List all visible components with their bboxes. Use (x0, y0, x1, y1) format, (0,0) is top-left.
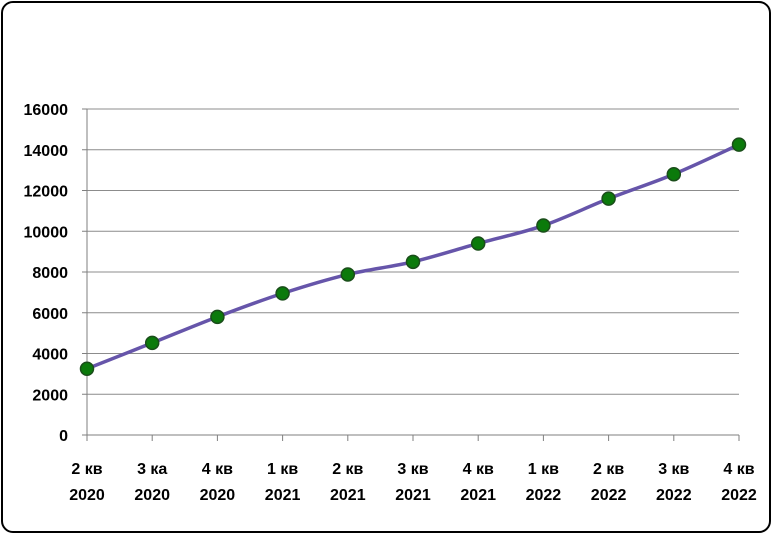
x-tick-label: 1 кв 2021 (265, 461, 301, 504)
x-axis: 2 кв 2020 3 ка 2020 4 кв 2020 1 кв 2021 2 кв 2021… (69, 435, 757, 504)
y-tick-label: 4000 (32, 347, 68, 364)
x-tick-label: 4 кв 2021 (460, 461, 496, 504)
x-tick-label: 3 ка 2020 (134, 461, 170, 504)
x-tick-label: 1 кв 2022 (526, 461, 562, 504)
x-tick-label: 3 кв 2021 (395, 461, 431, 504)
data-point (275, 286, 290, 301)
y-tick-label: 0 (59, 428, 68, 445)
data-point (666, 166, 682, 182)
data-point (210, 309, 225, 325)
y-tick-label: 14000 (24, 143, 69, 160)
y-tick-label: 6000 (32, 306, 68, 323)
x-tick-label: 4 кв 2022 (721, 461, 757, 504)
x-tick-label: 4 кв 2020 (200, 461, 236, 504)
y-tick-label: 10000 (24, 224, 69, 241)
x-tick-label: 2 кв 2022 (591, 461, 627, 504)
y-tick-label: 16000 (24, 102, 69, 119)
y-tick-label: 12000 (24, 184, 69, 201)
data-point (144, 335, 160, 351)
x-tick-label: 3 кв 2022 (656, 461, 692, 504)
series-line (79, 137, 747, 377)
data-point (536, 218, 551, 233)
data-point (340, 267, 356, 282)
data-point (405, 254, 421, 270)
data-point (470, 236, 486, 251)
x-tick-label: 2 кв 2021 (330, 461, 366, 504)
x-tick-label: 2 кв 2020 (69, 461, 105, 504)
data-point (79, 361, 95, 377)
y-tick-label: 8000 (32, 265, 68, 282)
y-axis: 0 2000 4000 6000 8000 10000 12000 14000 16000 (24, 102, 88, 445)
data-point (601, 191, 616, 206)
gridlines (87, 108, 739, 436)
data-point (731, 137, 747, 152)
y-tick-label: 2000 (32, 387, 68, 404)
